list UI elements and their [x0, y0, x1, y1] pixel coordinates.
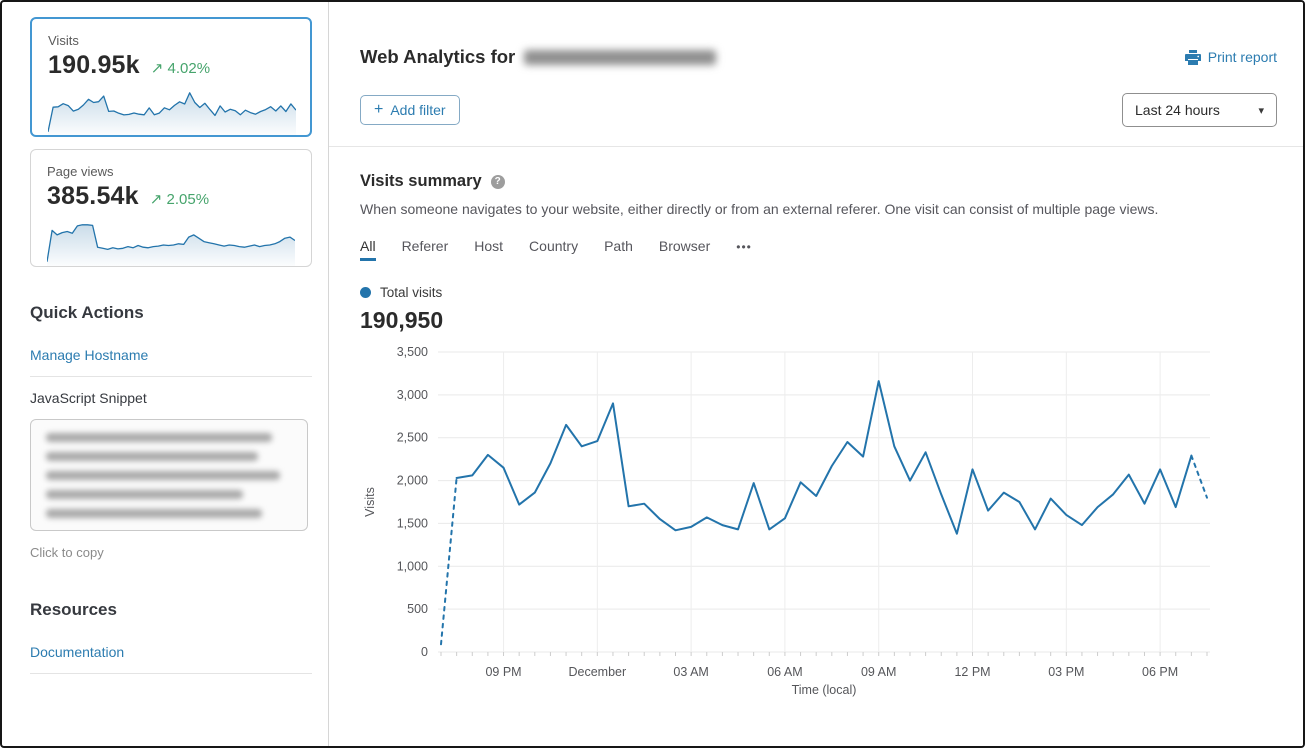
svg-text:09 PM: 09 PM — [485, 665, 521, 679]
blurred-code-line — [46, 509, 263, 518]
summary-title: Visits summary — [360, 172, 482, 190]
visits-card-label: Visits — [48, 33, 79, 48]
chevron-down-icon: ▾ — [1258, 104, 1264, 117]
tab-referer[interactable]: Referer — [401, 238, 449, 254]
svg-text:03 PM: 03 PM — [1048, 665, 1084, 679]
javascript-snippet-box[interactable] — [30, 419, 308, 531]
pageviews-card-value-row: 385.54k ↗ 2.05% — [47, 182, 295, 211]
time-range-select[interactable]: Last 24 hours ▾ — [1122, 93, 1277, 127]
svg-text:500: 500 — [407, 602, 428, 616]
main-panel: Web Analytics for Print report + Add fil… — [328, 2, 1303, 746]
summary-tabs: All Referer Host Country Path Browser ••• — [360, 238, 1277, 261]
svg-text:1,500: 1,500 — [397, 516, 428, 530]
resources-heading: Resources — [30, 600, 117, 619]
trend-up-icon: ↗ — [150, 60, 164, 77]
svg-text:December: December — [568, 665, 626, 679]
summary-description: When someone navigates to your website, … — [360, 201, 1159, 217]
blurred-code-line — [46, 471, 280, 480]
blurred-code-line — [46, 433, 273, 442]
manage-hostname-link[interactable]: Manage Hostname — [30, 347, 149, 363]
divider — [30, 673, 312, 674]
visits-card-delta: ↗ 4.02% — [150, 60, 211, 77]
summary-title-row: Visits summary ? — [360, 172, 1277, 191]
svg-text:06 AM: 06 AM — [767, 665, 802, 679]
visits-line-chart[interactable]: 0 500 1,000 1,500 2,000 2,500 3,000 3,500 09 PM D… — [360, 344, 1218, 698]
divider — [329, 146, 1303, 147]
plus-icon: + — [374, 101, 384, 118]
legend-dot-icon — [360, 287, 371, 298]
main-header: Web Analytics for Print report — [360, 46, 1277, 68]
add-filter-button[interactable]: + Add filter — [360, 95, 460, 125]
svg-text:2,000: 2,000 — [397, 474, 428, 488]
help-icon[interactable]: ? — [490, 174, 505, 189]
filter-row: + Add filter Last 24 hours ▾ — [360, 93, 1277, 127]
svg-text:12 PM: 12 PM — [954, 665, 990, 679]
page-title: Web Analytics for — [360, 46, 717, 68]
pageviews-card-label: Page views — [47, 164, 114, 179]
visits-card-value: 190.95k — [48, 51, 140, 79]
blurred-code-line — [46, 490, 243, 499]
pageviews-stat-card[interactable]: Page views 385.54k ↗ 2.05% — [30, 149, 312, 267]
blurred-code-line — [46, 452, 258, 461]
documentation-link[interactable]: Documentation — [30, 644, 125, 660]
sidebar: Visits 190.95k ↗ 4.02% Page views 385.54… — [2, 2, 328, 746]
svg-text:3,000: 3,000 — [397, 388, 428, 402]
legend-label: Total visits — [380, 285, 443, 300]
tab-all[interactable]: All — [360, 238, 376, 261]
click-to-copy-hint: Click to copy — [30, 545, 104, 560]
divider — [30, 376, 312, 377]
printer-icon — [1184, 49, 1201, 65]
visits-sparkline-chart — [48, 87, 296, 135]
total-visits-value: 190,950 — [360, 307, 444, 333]
svg-text:03 AM: 03 AM — [673, 665, 708, 679]
visits-stat-card[interactable]: Visits 190.95k ↗ 4.02% — [30, 17, 312, 137]
visits-card-value-row: 190.95k ↗ 4.02% — [48, 51, 294, 80]
print-report-link[interactable]: Print report — [1184, 49, 1277, 65]
pageviews-sparkline-chart — [47, 218, 295, 266]
svg-text:09 AM: 09 AM — [861, 665, 896, 679]
time-range-value: Last 24 hours — [1135, 102, 1220, 118]
svg-text:Time (local): Time (local) — [792, 683, 857, 697]
pageviews-card-value: 385.54k — [47, 182, 139, 210]
tab-host[interactable]: Host — [474, 238, 504, 254]
svg-text:2,500: 2,500 — [397, 431, 428, 445]
svg-text:0: 0 — [421, 645, 428, 659]
tab-browser[interactable]: Browser — [658, 238, 711, 254]
tab-path[interactable]: Path — [604, 238, 633, 254]
tab-country[interactable]: Country — [529, 238, 579, 254]
trend-up-icon: ↗ — [149, 191, 163, 208]
blurred-site-domain — [524, 49, 717, 65]
quick-actions-heading: Quick Actions — [30, 303, 144, 322]
svg-text:1,000: 1,000 — [397, 559, 428, 573]
svg-text:Visits: Visits — [363, 487, 377, 517]
visits-summary-section: Visits summary ? When someone navigates … — [360, 172, 1277, 698]
javascript-snippet-label: JavaScript Snippet — [30, 390, 147, 406]
more-tabs-icon[interactable]: ••• — [736, 240, 752, 254]
svg-text:3,500: 3,500 — [397, 345, 428, 359]
pageviews-card-delta: ↗ 2.05% — [149, 191, 210, 208]
svg-text:06 PM: 06 PM — [1142, 665, 1178, 679]
chart-legend: Total visits — [360, 285, 1277, 300]
